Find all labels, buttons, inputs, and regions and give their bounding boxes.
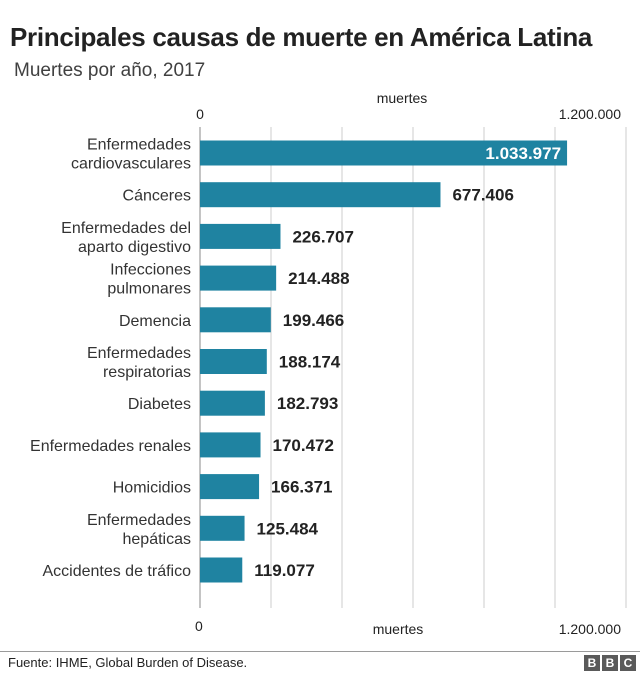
category-label-line: hepáticas (123, 531, 192, 548)
bbc-logo-letter: B (602, 655, 618, 671)
source-note: Fuente: IHME, Global Burden of Disease. (8, 655, 248, 670)
category-label-line: Diabetes (128, 396, 191, 413)
axis-label: muertes (373, 621, 424, 637)
category-label-line: aparto digestivo (78, 239, 191, 256)
category-label: Infecciones pulmonares (107, 262, 191, 298)
bar (200, 140, 568, 166)
data-label: 214.488 (288, 269, 349, 288)
footer-divider (0, 651, 640, 652)
category-label: Homicidios (113, 480, 191, 497)
category-label: Enfermedades hepáticas (87, 512, 191, 548)
data-label: 1.033.977 (485, 144, 561, 163)
axis-label: muertes (377, 90, 428, 106)
data-label: 125.484 (257, 519, 319, 538)
bar (200, 432, 261, 458)
data-label: 188.174 (279, 353, 341, 372)
category-label: Enfermedades respiratorias (87, 345, 191, 381)
bar (200, 515, 245, 541)
chart-subtitle: Muertes por año, 2017 (14, 60, 206, 81)
category-label-line: Enfermedades (87, 137, 191, 154)
category-label-line: respiratorias (103, 364, 191, 381)
category-label: Demencia (119, 313, 191, 330)
tick-label: 0 (195, 618, 203, 634)
bbc-logo: B B C (584, 655, 636, 671)
bar (200, 557, 243, 583)
bar (200, 349, 267, 374)
chart-title: Principales causas de muerte en América … (10, 22, 593, 52)
category-label-line: pulmonares (107, 281, 191, 298)
category-label: Enfermedades renales (30, 438, 191, 455)
category-label-line: Enfermedades renales (30, 438, 191, 455)
bar-chart: 0 1.200.000 muertes 0 1.200.000 muertes 1.033.… (30, 90, 627, 637)
category-label-line: cardiovasculares (71, 156, 191, 173)
category-label: Enfermedades del aparto digestivo (61, 220, 191, 256)
data-label: 199.466 (283, 311, 344, 330)
bar (200, 390, 265, 416)
tick-label: 1.200.000 (559, 621, 621, 637)
bar (200, 182, 441, 208)
category-label-line: Enfermedades del (61, 220, 191, 237)
category-label-line: Cánceres (123, 188, 191, 205)
bar (200, 307, 271, 333)
bar (200, 265, 277, 291)
data-label: 226.707 (292, 227, 353, 246)
category-label-line: Infecciones (110, 262, 191, 279)
category-label: Accidentes de tráfico (42, 563, 191, 580)
bar (200, 223, 281, 249)
bbc-logo-letter: B (584, 655, 600, 671)
tick-label: 1.200.000 (559, 106, 621, 122)
data-label: 182.793 (277, 394, 338, 413)
category-label-line: Demencia (119, 313, 191, 330)
category-label-line: Enfermedades (87, 512, 191, 529)
bar (200, 474, 260, 500)
tick-label: 0 (196, 106, 204, 122)
category-label: Diabetes (128, 396, 191, 413)
category-label-line: Enfermedades (87, 345, 191, 362)
bbc-logo-letter: C (620, 655, 636, 671)
data-label: 170.472 (273, 436, 334, 455)
data-label: 166.371 (271, 478, 332, 497)
data-label: 677.406 (452, 186, 513, 205)
category-label-line: Homicidios (113, 480, 191, 497)
category-label: Enfermedades cardiovasculares (71, 137, 191, 173)
data-label: 119.077 (254, 561, 315, 580)
category-label: Cánceres (123, 188, 191, 205)
category-label-line: Accidentes de tráfico (42, 563, 191, 580)
